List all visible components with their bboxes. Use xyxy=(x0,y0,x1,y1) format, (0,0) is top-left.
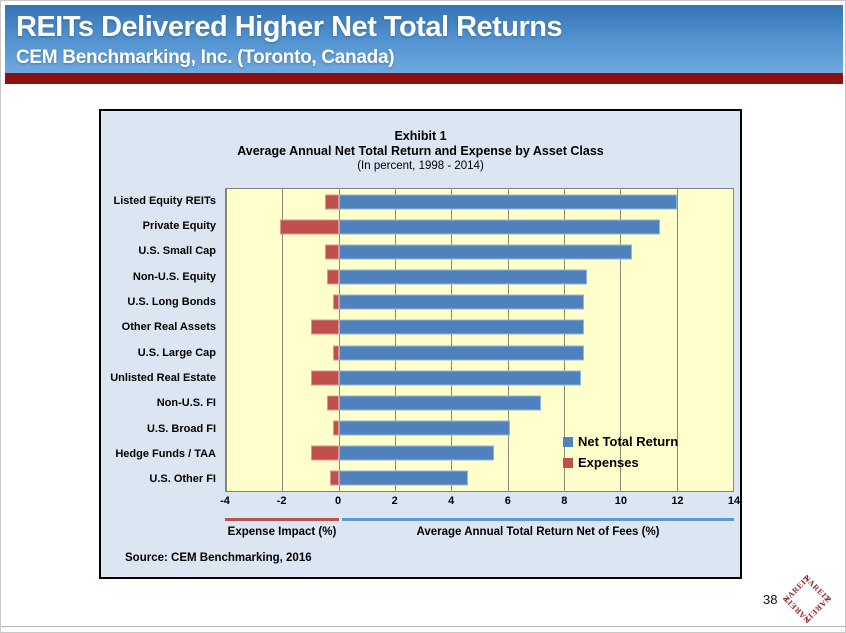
bar-row xyxy=(226,290,733,315)
source-note: Source: CEM Benchmarking, 2016 xyxy=(125,552,312,564)
category-label: Private Equity xyxy=(142,219,216,232)
return-axis-label: Average Annual Total Return Net of Fees … xyxy=(416,526,660,538)
expense-bar xyxy=(333,294,339,310)
gridline--2 xyxy=(282,189,284,491)
slide-title: REITs Delivered Higher Net Total Returns xyxy=(16,11,563,43)
gridline-0 xyxy=(338,189,340,491)
bar-row xyxy=(226,189,733,214)
net-total-return-bar xyxy=(338,445,494,461)
red-divider xyxy=(5,73,843,84)
x-tick-label-6: 6 xyxy=(504,495,511,507)
bar-row xyxy=(226,390,733,415)
x-tick-label-10: 10 xyxy=(614,495,627,507)
category-label: U.S. Small Cap xyxy=(138,245,216,258)
category-label: U.S. Long Bonds xyxy=(127,295,216,308)
category-label: Non-U.S. Equity xyxy=(132,270,216,283)
net-total-return-bar xyxy=(338,244,632,260)
plot-area xyxy=(225,188,734,492)
expense-bar xyxy=(333,420,339,436)
bar-row xyxy=(226,441,733,466)
expense-bar xyxy=(333,345,339,361)
x-tick-label-0: 0 xyxy=(335,495,342,507)
gridline-8 xyxy=(564,189,565,491)
legend-item-expenses: Expenses xyxy=(563,452,678,473)
expense-bar xyxy=(310,445,339,461)
category-label: U.S. Large Cap xyxy=(137,346,216,359)
expense-bar xyxy=(279,219,339,235)
page-number: 38 xyxy=(763,592,778,607)
header-band: REITs Delivered Higher Net Total Returns… xyxy=(5,5,843,73)
chart-title-exhibit: Exhibit 1 xyxy=(394,129,447,143)
gridline-10 xyxy=(620,189,622,491)
bar-row xyxy=(226,265,733,290)
category-label: Listed Equity REITs xyxy=(113,194,216,207)
x-tick-label--2: -2 xyxy=(276,495,287,507)
x-tick-label--4: -4 xyxy=(220,495,230,507)
expense-axis-label: Expense Impact (%) xyxy=(227,526,337,538)
x-tick-label-2: 2 xyxy=(391,495,398,507)
return-axis-underline xyxy=(342,518,734,521)
net-total-return-bar xyxy=(338,294,584,310)
category-label: U.S. Broad FI xyxy=(146,422,216,435)
bar-row xyxy=(226,365,733,390)
chart-container: Exhibit 1 Average Annual Net Total Retur… xyxy=(99,109,742,579)
expense-bar xyxy=(324,244,339,260)
category-axis: Listed Equity REITs Private Equity U.S. Sm… xyxy=(101,188,221,492)
net-total-return-bar xyxy=(338,269,587,285)
gridline--4 xyxy=(226,189,227,491)
gridline-6 xyxy=(507,189,509,491)
x-tick-label-14: 14 xyxy=(727,495,741,507)
category-label: U.S. Other FI xyxy=(149,473,216,486)
chart-title-subtitle: (In percent, 1998 - 2014) xyxy=(357,160,484,172)
expense-bar xyxy=(327,269,339,285)
net-total-return-bar xyxy=(338,470,469,486)
net-total-return-bar xyxy=(338,420,511,436)
x-tick-label-4: 4 xyxy=(448,495,455,507)
nareit-logo: NAREIT NAREIT NAREIT NAREIT xyxy=(781,573,832,624)
bar-row xyxy=(226,416,733,441)
gridline-4 xyxy=(451,189,453,491)
net-total-return-bar xyxy=(338,319,584,335)
gridline-2 xyxy=(395,189,396,491)
legend-label-net-total-return: Net Total Return xyxy=(578,434,679,449)
chart-title-main: Average Annual Net Total Return and Expe… xyxy=(237,144,604,158)
net-total-return-bar xyxy=(338,370,581,386)
expense-bar xyxy=(310,370,339,386)
legend-item-net-total-return: Net Total Return xyxy=(563,431,678,452)
expense-bar xyxy=(324,194,339,210)
category-label: Unlisted Real Estate xyxy=(110,371,216,384)
x-axis: -4 -2 0 2 4 6 8 10 12 14 xyxy=(220,495,740,510)
net-total-return-bar xyxy=(338,219,660,235)
net-total-return-bar xyxy=(338,194,677,210)
category-label: Other Real Assets xyxy=(121,321,216,334)
x-tick-label-12: 12 xyxy=(671,495,684,507)
category-label: Hedge Funds / TAA xyxy=(115,447,216,460)
slide-bottom-edge xyxy=(1,626,845,632)
net-total-return-bar xyxy=(338,395,542,411)
expense-axis-underline xyxy=(225,518,339,521)
x-tick-label-8: 8 xyxy=(561,495,568,507)
chart-legend: Net Total Return Expenses xyxy=(563,431,678,473)
bar-row xyxy=(226,466,733,491)
expense-bar xyxy=(310,319,339,335)
category-label: Non-U.S. FI xyxy=(156,397,216,410)
legend-swatch-blue xyxy=(563,436,573,447)
gridline-14 xyxy=(733,189,734,491)
slide-subtitle: CEM Benchmarking, Inc. (Toronto, Canada) xyxy=(16,47,395,68)
bar-row xyxy=(226,239,733,264)
net-total-return-bar xyxy=(338,345,584,361)
bar-row xyxy=(226,315,733,340)
gridline-12 xyxy=(676,189,678,491)
expense-bar xyxy=(327,395,339,411)
bar-row xyxy=(226,340,733,365)
expense-bar xyxy=(330,470,339,486)
legend-label-expenses: Expenses xyxy=(578,455,639,470)
chart-title-block: Exhibit 1 Average Annual Net Total Retur… xyxy=(101,129,740,173)
bar-row xyxy=(226,214,733,239)
legend-swatch-red xyxy=(563,457,573,468)
nareit-logo-text-left: NAREIT xyxy=(781,573,812,604)
